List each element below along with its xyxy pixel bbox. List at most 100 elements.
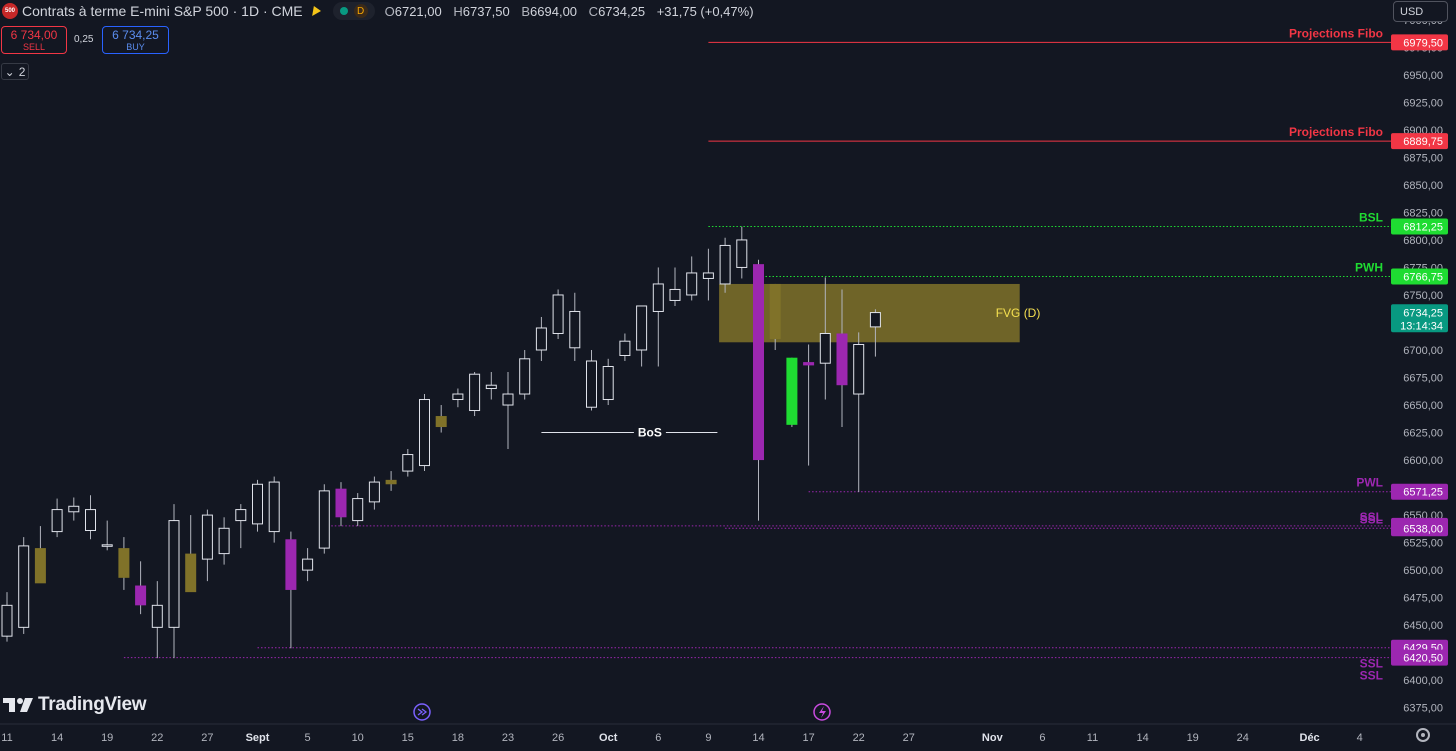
- indicators-count: 2: [18, 64, 26, 79]
- candle-body: [1, 604, 13, 637]
- change-value: +31,75 (+0,47%): [656, 3, 754, 19]
- level-label: PWH: [1355, 261, 1383, 275]
- candle-body: [185, 553, 197, 593]
- price-tag: [1391, 218, 1448, 235]
- time-tick-label: 27: [201, 732, 213, 744]
- price-tick-label: 6700,00: [1403, 345, 1443, 357]
- candle-body: [235, 509, 247, 522]
- candle-body: [101, 544, 113, 547]
- level-label: BSL: [1359, 210, 1383, 224]
- candle-body: [702, 272, 714, 279]
- market-status-pill[interactable]: D: [332, 2, 375, 20]
- time-tick-label: 11: [1087, 732, 1098, 744]
- candle-body: [619, 340, 631, 356]
- chart-header: 500 Contrats à terme E-mini S&P 500 · 1D…: [0, 0, 754, 22]
- level-label: SSL: [1360, 657, 1383, 671]
- price-tick-label: 6600,00: [1403, 455, 1443, 467]
- level-label: SSL: [1360, 512, 1383, 526]
- gear-icon[interactable]: [1416, 728, 1430, 742]
- candle-body: [335, 488, 347, 518]
- sell-label: SELL: [22, 42, 46, 52]
- symbol-logo[interactable]: 500: [2, 3, 18, 19]
- candle-body: [352, 498, 364, 522]
- sell-button[interactable]: 6 734,00 SELL: [1, 26, 67, 54]
- candle-body: [135, 585, 147, 606]
- time-tick-label: 22: [853, 732, 865, 744]
- time-tick-label: 22: [151, 732, 163, 744]
- price-tick-label: 6925,00: [1403, 97, 1443, 109]
- price-tick-label: 6475,00: [1403, 593, 1443, 605]
- symbol-title[interactable]: Contrats à terme E-mini S&P 500 · 1D · C…: [22, 3, 303, 19]
- flag-icon[interactable]: [311, 6, 322, 16]
- candle-body: [686, 272, 698, 296]
- bos-label: BoS: [638, 426, 662, 440]
- time-tick-label: 10: [352, 732, 364, 744]
- buy-button[interactable]: 6 734,25 BUY: [102, 26, 169, 54]
- bos-label-bg: [633, 423, 666, 440]
- indicators-toggle-button[interactable]: ⌄ 2: [1, 63, 29, 80]
- candle-body: [168, 520, 180, 628]
- candle-body: [285, 539, 297, 590]
- time-tick-label: 4: [1357, 732, 1363, 744]
- time-tick-label: 14: [1136, 732, 1148, 744]
- fast-forward-icon: [417, 708, 428, 716]
- candle-body: [535, 327, 547, 351]
- candle-body: [636, 305, 648, 351]
- price-tag-label: 6889,75: [1403, 136, 1443, 148]
- price-tag: [1391, 520, 1448, 537]
- open-value: 6721,00: [394, 3, 442, 19]
- price-tick-label: 6950,00: [1403, 70, 1443, 82]
- sell-price: 6 734,00: [10, 28, 58, 42]
- time-tick-label: 19: [101, 732, 113, 744]
- candle-body: [268, 481, 280, 533]
- countdown-label: 13:14:34: [1400, 320, 1443, 332]
- price-tick-label: 6800,00: [1403, 235, 1443, 247]
- time-tick-label: Sept: [246, 732, 270, 744]
- currency-selector[interactable]: USD: [1393, 1, 1448, 22]
- candle-body: [485, 384, 497, 390]
- candle-body: [769, 283, 781, 339]
- time-tick-label: 6: [655, 732, 661, 744]
- spread-value: 0,25: [74, 34, 94, 45]
- tradingview-mark-icon: [3, 698, 33, 712]
- time-tick-label: 5: [305, 732, 311, 744]
- time-tick-label: 6: [1039, 732, 1045, 744]
- tradingview-logo[interactable]: TradingView: [3, 694, 147, 716]
- candle-body: [853, 343, 865, 395]
- time-tick-label: 27: [903, 732, 915, 744]
- candle-body: [586, 360, 597, 408]
- buy-price: 6 734,25: [112, 28, 159, 42]
- price-tick-label: 6500,00: [1403, 565, 1443, 577]
- price-tick-label: 6875,00: [1403, 152, 1443, 164]
- candle-body: [368, 481, 380, 503]
- close-label: C: [588, 3, 599, 19]
- level-label: SSL: [1360, 669, 1383, 683]
- fvg-zone: [719, 283, 1020, 343]
- candle-body: [85, 509, 96, 531]
- price-tag-label: 6766,75: [1403, 272, 1443, 284]
- dividend-event-icon: [413, 703, 431, 721]
- time-tick-label: 26: [552, 732, 564, 744]
- candle-body: [452, 393, 464, 401]
- chevron-down-icon: ⌄: [4, 64, 15, 79]
- candle-body: [118, 548, 130, 578]
- level-label: PWL: [1356, 476, 1383, 490]
- level-label: Projections Fibo: [1289, 125, 1383, 139]
- candle-body: [318, 490, 330, 549]
- last-price-tag: [1391, 304, 1448, 333]
- candle-body: [736, 239, 748, 268]
- candle-body: [786, 357, 798, 425]
- candle-body: [836, 333, 848, 386]
- candle-body: [719, 244, 731, 285]
- delayed-data-badge: D: [353, 4, 368, 18]
- price-tick-label: 6450,00: [1403, 620, 1443, 632]
- candle-body: [151, 604, 163, 628]
- price-tick-label: 6850,00: [1403, 180, 1443, 192]
- candle-body: [218, 527, 230, 555]
- earnings-event-icon: [813, 703, 831, 721]
- ohlc-values: O6721,00 H6737,50 B6694,00 C6734,25 +31,…: [385, 4, 754, 19]
- buy-label: BUY: [126, 42, 145, 52]
- price-tag-label: 6538,00: [1403, 523, 1443, 535]
- candle-body: [435, 416, 447, 428]
